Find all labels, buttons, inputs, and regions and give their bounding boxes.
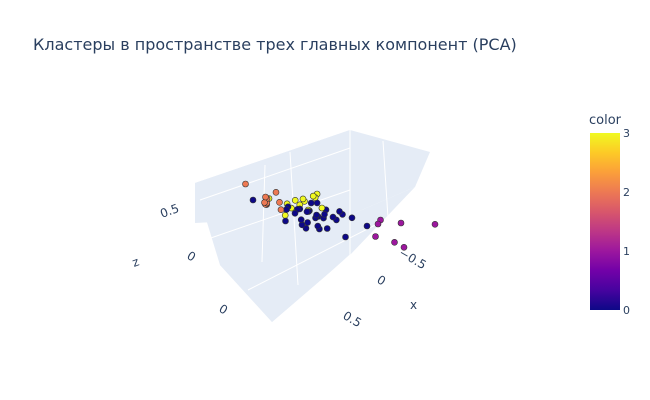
data-point-cluster-0 — [304, 219, 311, 226]
data-point-cluster-1 — [397, 219, 405, 227]
data-point-cluster-0 — [314, 222, 322, 230]
z-tick-label: 0.5 — [158, 201, 181, 221]
data-point-cluster-0 — [363, 222, 371, 230]
colorbar-tick-label: 0 — [623, 304, 630, 317]
x-tick-label: −0.5 — [397, 245, 429, 272]
data-point-cluster-2 — [261, 199, 268, 206]
data-point-cluster-0 — [249, 196, 257, 204]
gridline — [289, 151, 299, 286]
gridline — [382, 140, 389, 219]
chart-title: Кластеры в пространстве трех главных ком… — [33, 35, 517, 54]
gridline — [261, 164, 266, 263]
data-point-cluster-0 — [303, 208, 311, 215]
colorbar-tick-label: 1 — [623, 245, 630, 258]
data-point-cluster-0 — [348, 214, 356, 222]
gridline — [204, 189, 351, 241]
y-tick-label: 0 — [217, 301, 231, 317]
data-point-cluster-0 — [336, 208, 343, 215]
data-point-cluster-3 — [299, 195, 307, 203]
data-point-cluster-2 — [262, 193, 269, 201]
data-point-cluster-0 — [282, 217, 289, 225]
colorbar-tick-label: 2 — [623, 186, 630, 199]
data-point-cluster-0 — [313, 211, 320, 219]
data-point-cluster-1 — [372, 233, 379, 240]
data-point-cluster-0 — [283, 206, 290, 213]
colorbar-title: color — [589, 113, 622, 128]
x-tick-label: 0 — [375, 272, 389, 288]
data-point-cluster-2 — [277, 206, 285, 213]
data-point-cluster-0 — [342, 233, 349, 241]
data-point-cluster-1 — [431, 221, 439, 228]
data-point-cluster-0 — [297, 216, 305, 223]
data-point-cluster-0 — [307, 199, 315, 207]
colorbar-tick-label: 3 — [623, 127, 630, 140]
data-point-cluster-3 — [318, 204, 326, 212]
colorbar: color 3 2 1 0 — [589, 113, 630, 317]
gridlines — [199, 130, 389, 301]
x-tick-label: 0.5 — [341, 308, 365, 330]
x-axis-title: x — [410, 298, 417, 312]
gridline — [199, 147, 351, 201]
data-point-cluster-3 — [291, 197, 299, 204]
data-point-cluster-0 — [321, 211, 328, 218]
gridline — [299, 254, 351, 301]
data-point-cluster-0 — [323, 225, 331, 232]
data-point-cluster-3 — [309, 192, 317, 200]
data-point-cluster-2 — [276, 199, 283, 206]
gridline — [247, 220, 384, 291]
data-point-cluster-1 — [391, 239, 398, 246]
data-point-cluster-0 — [291, 210, 299, 217]
data-point-cluster-3 — [281, 212, 289, 219]
data-point-cluster-1 — [400, 244, 408, 251]
data-point-cluster-2 — [242, 180, 249, 188]
data-point-cluster-2 — [272, 189, 280, 196]
z-tick-label: 0 — [185, 248, 199, 264]
data-point-cluster-1 — [374, 220, 382, 228]
scene-3d[interactable]: 0.5 0 −0.5 x 0.5 0 z 0 — [130, 130, 439, 330]
colorbar-gradient — [590, 133, 620, 310]
z-axis-title: z — [130, 255, 141, 270]
data-point-cluster-0 — [329, 213, 337, 221]
scatter-points — [242, 180, 439, 251]
